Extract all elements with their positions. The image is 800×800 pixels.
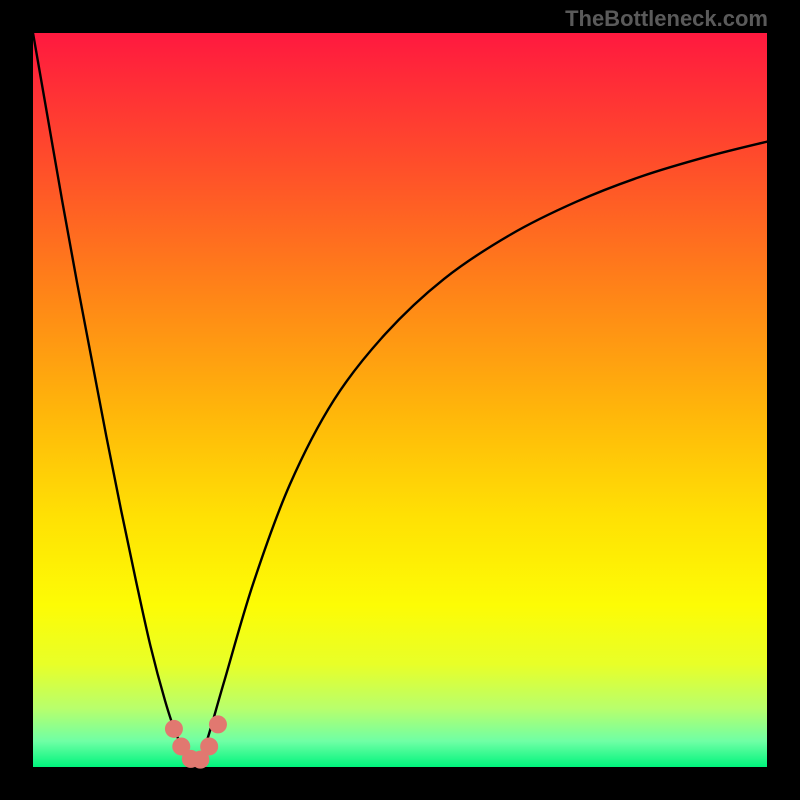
valley-marker xyxy=(200,737,218,755)
watermark-text: TheBottleneck.com xyxy=(565,6,768,32)
gradient-background xyxy=(33,33,767,767)
valley-marker xyxy=(165,720,183,738)
valley-marker xyxy=(209,715,227,733)
chart-frame: TheBottleneck.com xyxy=(0,0,800,800)
bottleneck-chart xyxy=(0,0,800,800)
